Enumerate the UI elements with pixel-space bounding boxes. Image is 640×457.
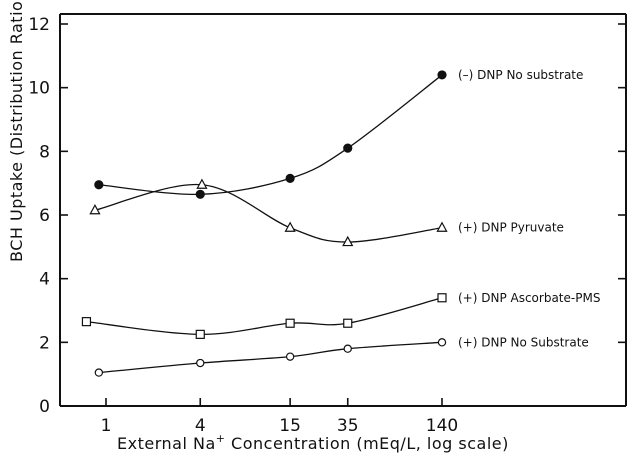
y-tick-label: 4 <box>39 270 50 290</box>
x-tick-label: 4 <box>195 416 206 436</box>
y-tick-label: 10 <box>28 79 50 99</box>
x-axis-title: External Na+ Concentration (mEq/L, log s… <box>117 432 509 453</box>
data-point-dnp-plus-ascorbate-pms-1 <box>195 329 205 339</box>
data-point-dnp-minus-no-substrate-4 <box>437 70 447 80</box>
x-axis-title-part-2: Concentration (mEq/L, log scale) <box>225 434 508 453</box>
data-point-dnp-minus-no-substrate-3 <box>343 143 353 153</box>
x-tick-label: 1 <box>101 416 112 436</box>
data-point-dnp-minus-no-substrate-2 <box>285 173 295 183</box>
series-dnp-plus-pyruvate: (+) DNP Pyruvate <box>89 178 564 247</box>
x-tick-label: 140 <box>426 416 458 436</box>
series-label-dnp-minus-no-substrate: (–) DNP No substrate <box>458 68 583 82</box>
y-tick-label: 0 <box>39 397 50 417</box>
data-point-dnp-plus-no-substrate-3 <box>343 344 352 353</box>
data-point-dnp-plus-no-substrate-2 <box>285 352 295 361</box>
data-point-dnp-plus-pyruvate-2 <box>284 221 296 232</box>
data-point-dnp-plus-no-substrate-1 <box>196 358 205 368</box>
x-tick-label: 15 <box>279 416 301 436</box>
data-point-dnp-plus-pyruvate-0 <box>89 203 101 215</box>
x-axis-title-part-1: External Na <box>117 434 216 453</box>
x-ticks: 1 4 15 35 140 <box>101 398 458 436</box>
series-label-dnp-plus-no-substrate: (+) DNP No Substrate <box>458 335 589 349</box>
data-point-dnp-minus-no-substrate-0 <box>94 180 104 190</box>
series-dnp-minus-no-substrate: (–) DNP No substrate <box>94 68 583 199</box>
y-tick-label: 2 <box>39 333 50 353</box>
data-point-dnp-plus-no-substrate-4 <box>437 338 447 347</box>
series-dnp-plus-ascorbate-pms: (+) DNP Ascorbate-PMS <box>81 291 600 339</box>
series-line-dnp-plus-pyruvate <box>94 183 443 243</box>
data-point-dnp-plus-ascorbate-pms-2 <box>285 318 295 328</box>
data-point-dnp-plus-pyruvate-1 <box>196 178 208 189</box>
x-axis-title-superscript: + <box>216 432 226 445</box>
y-tick-label: 12 <box>28 15 50 35</box>
data-point-dnp-plus-ascorbate-pms-0 <box>81 317 92 327</box>
y-axis-title: BCH Uptake (Distribution Ratio) <box>7 0 26 262</box>
y-tick-label: 6 <box>39 206 50 226</box>
series-line-dnp-plus-ascorbate-pms <box>86 297 443 336</box>
series-line-dnp-minus-no-substrate <box>98 74 443 196</box>
y-ticks: 0 2 4 6 8 10 12 <box>28 15 626 417</box>
data-point-dnp-plus-pyruvate-4 <box>436 221 448 232</box>
axes <box>59 13 627 407</box>
data-point-dnp-plus-pyruvate-3 <box>342 235 354 247</box>
x-tick-label: 35 <box>337 416 359 436</box>
data-point-dnp-plus-ascorbate-pms-3 <box>343 318 353 328</box>
series-label-dnp-plus-pyruvate: (+) DNP Pyruvate <box>458 221 564 235</box>
series-label-dnp-plus-ascorbate-pms: (+) DNP Ascorbate-PMS <box>458 291 600 305</box>
data-point-dnp-plus-ascorbate-pms-4 <box>437 293 447 303</box>
series-line-dnp-plus-no-substrate <box>98 341 443 374</box>
data-point-dnp-minus-no-substrate-1 <box>195 189 205 199</box>
y-tick-label: 8 <box>39 142 50 162</box>
series-layer: (–) DNP No substrate (+) DNP Pyruvate (+) … <box>81 68 600 377</box>
data-point-dnp-plus-no-substrate-0 <box>94 368 104 377</box>
series-dnp-plus-no-substrate: (+) DNP No Substrate <box>94 335 589 377</box>
